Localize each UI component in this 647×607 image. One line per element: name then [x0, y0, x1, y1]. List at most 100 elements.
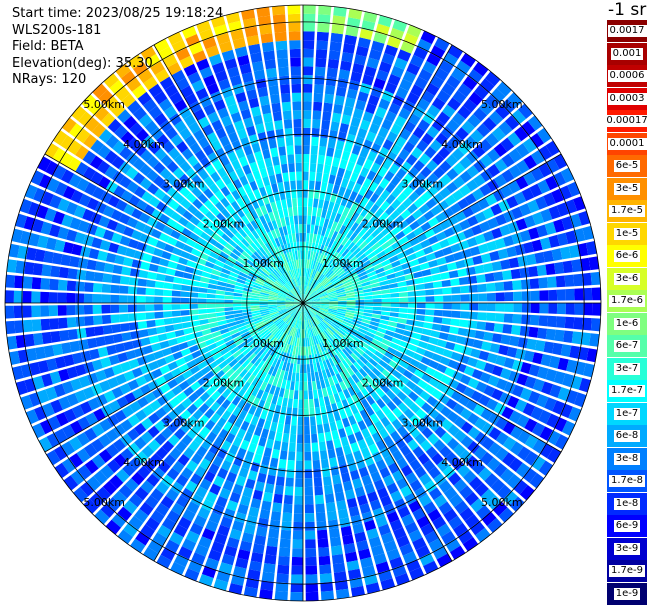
beta-cell: [54, 428, 68, 444]
beta-cell: [386, 273, 396, 280]
beta-cell: [458, 276, 469, 285]
beta-cell: [314, 315, 322, 323]
beta-cell: [416, 303, 426, 309]
beta-cell: [299, 320, 302, 330]
beta-cell: [376, 398, 386, 409]
beta-cell: [412, 385, 424, 396]
beta-cell: [298, 276, 301, 286]
beta-cell: [215, 356, 225, 365]
beta-cell: [495, 416, 508, 430]
colorbar-level: 3e-7: [607, 357, 647, 380]
beta-cell: [49, 278, 59, 291]
beta-cell: [229, 328, 239, 336]
beta-cell: [336, 244, 344, 253]
beta-cell: [399, 78, 413, 92]
beta-cell: [328, 174, 336, 185]
beta-cell: [502, 324, 513, 334]
beta-cell: [344, 407, 353, 418]
beta-cell: [101, 304, 111, 314]
beta-cell: [97, 250, 108, 262]
beta-cell: [256, 526, 268, 537]
beta-cell: [340, 436, 349, 447]
beta-cell: [436, 523, 451, 537]
beta-cell: [66, 280, 77, 292]
beta-cell: [188, 392, 199, 403]
beta-cell: [92, 186, 105, 200]
beta-cell: [428, 217, 439, 228]
beta-cell: [94, 509, 110, 525]
beta-cell: [244, 450, 255, 462]
beta-cell: [314, 316, 321, 324]
beta-cell: [274, 237, 281, 247]
beta-cell: [457, 105, 472, 120]
beta-cell: [15, 334, 26, 349]
beta-cell: [370, 391, 381, 402]
beta-cell: [208, 53, 223, 66]
beta-cell: [338, 69, 350, 80]
colorbar-label: 1e-8: [613, 497, 641, 510]
beta-cell: [365, 267, 375, 274]
beta-cell: [192, 198, 203, 210]
beta-cell: [467, 114, 481, 128]
beta-cell: [296, 277, 300, 287]
beta-cell: [168, 147, 181, 160]
beta-cell: [395, 168, 407, 180]
beta-cell: [199, 66, 213, 79]
beta-cell: [320, 301, 330, 303]
beta-cell: [479, 78, 495, 93]
beta-cell: [272, 14, 286, 25]
beta-cell: [370, 142, 382, 154]
beta-cell: [245, 362, 254, 372]
beta-cell: [354, 293, 364, 297]
beta-cell: [405, 214, 416, 225]
beta-cell: [476, 274, 486, 283]
beta-cell: [274, 340, 282, 349]
beta-cell: [337, 293, 347, 298]
beta-cell: [305, 530, 316, 540]
beta-cell: [243, 314, 253, 319]
beta-cell: [325, 359, 332, 369]
beta-cell: [472, 255, 483, 265]
beta-cell: [352, 234, 361, 244]
beta-cell: [259, 351, 267, 360]
beta-cell: [40, 305, 50, 317]
beta-cell: [383, 216, 394, 226]
beta-cell: [282, 172, 289, 182]
beta-cell: [408, 391, 419, 402]
beta-cell: [236, 447, 247, 459]
beta-cell: [297, 416, 303, 426]
beta-cell: [295, 460, 303, 470]
beta-cell: [368, 371, 378, 381]
beta-cell: [272, 284, 281, 290]
beta-cell: [424, 146, 437, 159]
beta-cell: [321, 342, 327, 351]
beta-cell: [294, 495, 303, 505]
beta-cell: [474, 330, 485, 340]
beta-cell: [355, 347, 365, 356]
beta-cell: [259, 294, 269, 298]
beta-cell: [377, 346, 387, 355]
beta-cell: [220, 516, 233, 529]
beta-cell: [592, 303, 601, 316]
beta-cell: [169, 91, 183, 105]
beta-cell: [386, 250, 397, 259]
beta-cell: [159, 340, 170, 349]
beta-cell: [241, 72, 254, 83]
beta-cell: [264, 59, 276, 70]
beta-cell: [398, 236, 409, 246]
beta-cell: [174, 270, 185, 278]
beta-cell: [425, 82, 440, 96]
beta-cell: [374, 134, 385, 147]
beta-cell: [164, 84, 179, 98]
beta-cell: [314, 181, 322, 191]
beta-cell: [215, 307, 225, 313]
beta-cell: [390, 490, 403, 503]
beta-cell: [298, 215, 303, 225]
beta-cell: [432, 281, 443, 288]
beta-cell: [355, 237, 365, 247]
beta-cell: [247, 374, 256, 384]
beta-cell: [364, 66, 377, 78]
beta-cell: [504, 292, 514, 302]
beta-cell: [252, 489, 263, 501]
beta-cell: [424, 530, 439, 544]
